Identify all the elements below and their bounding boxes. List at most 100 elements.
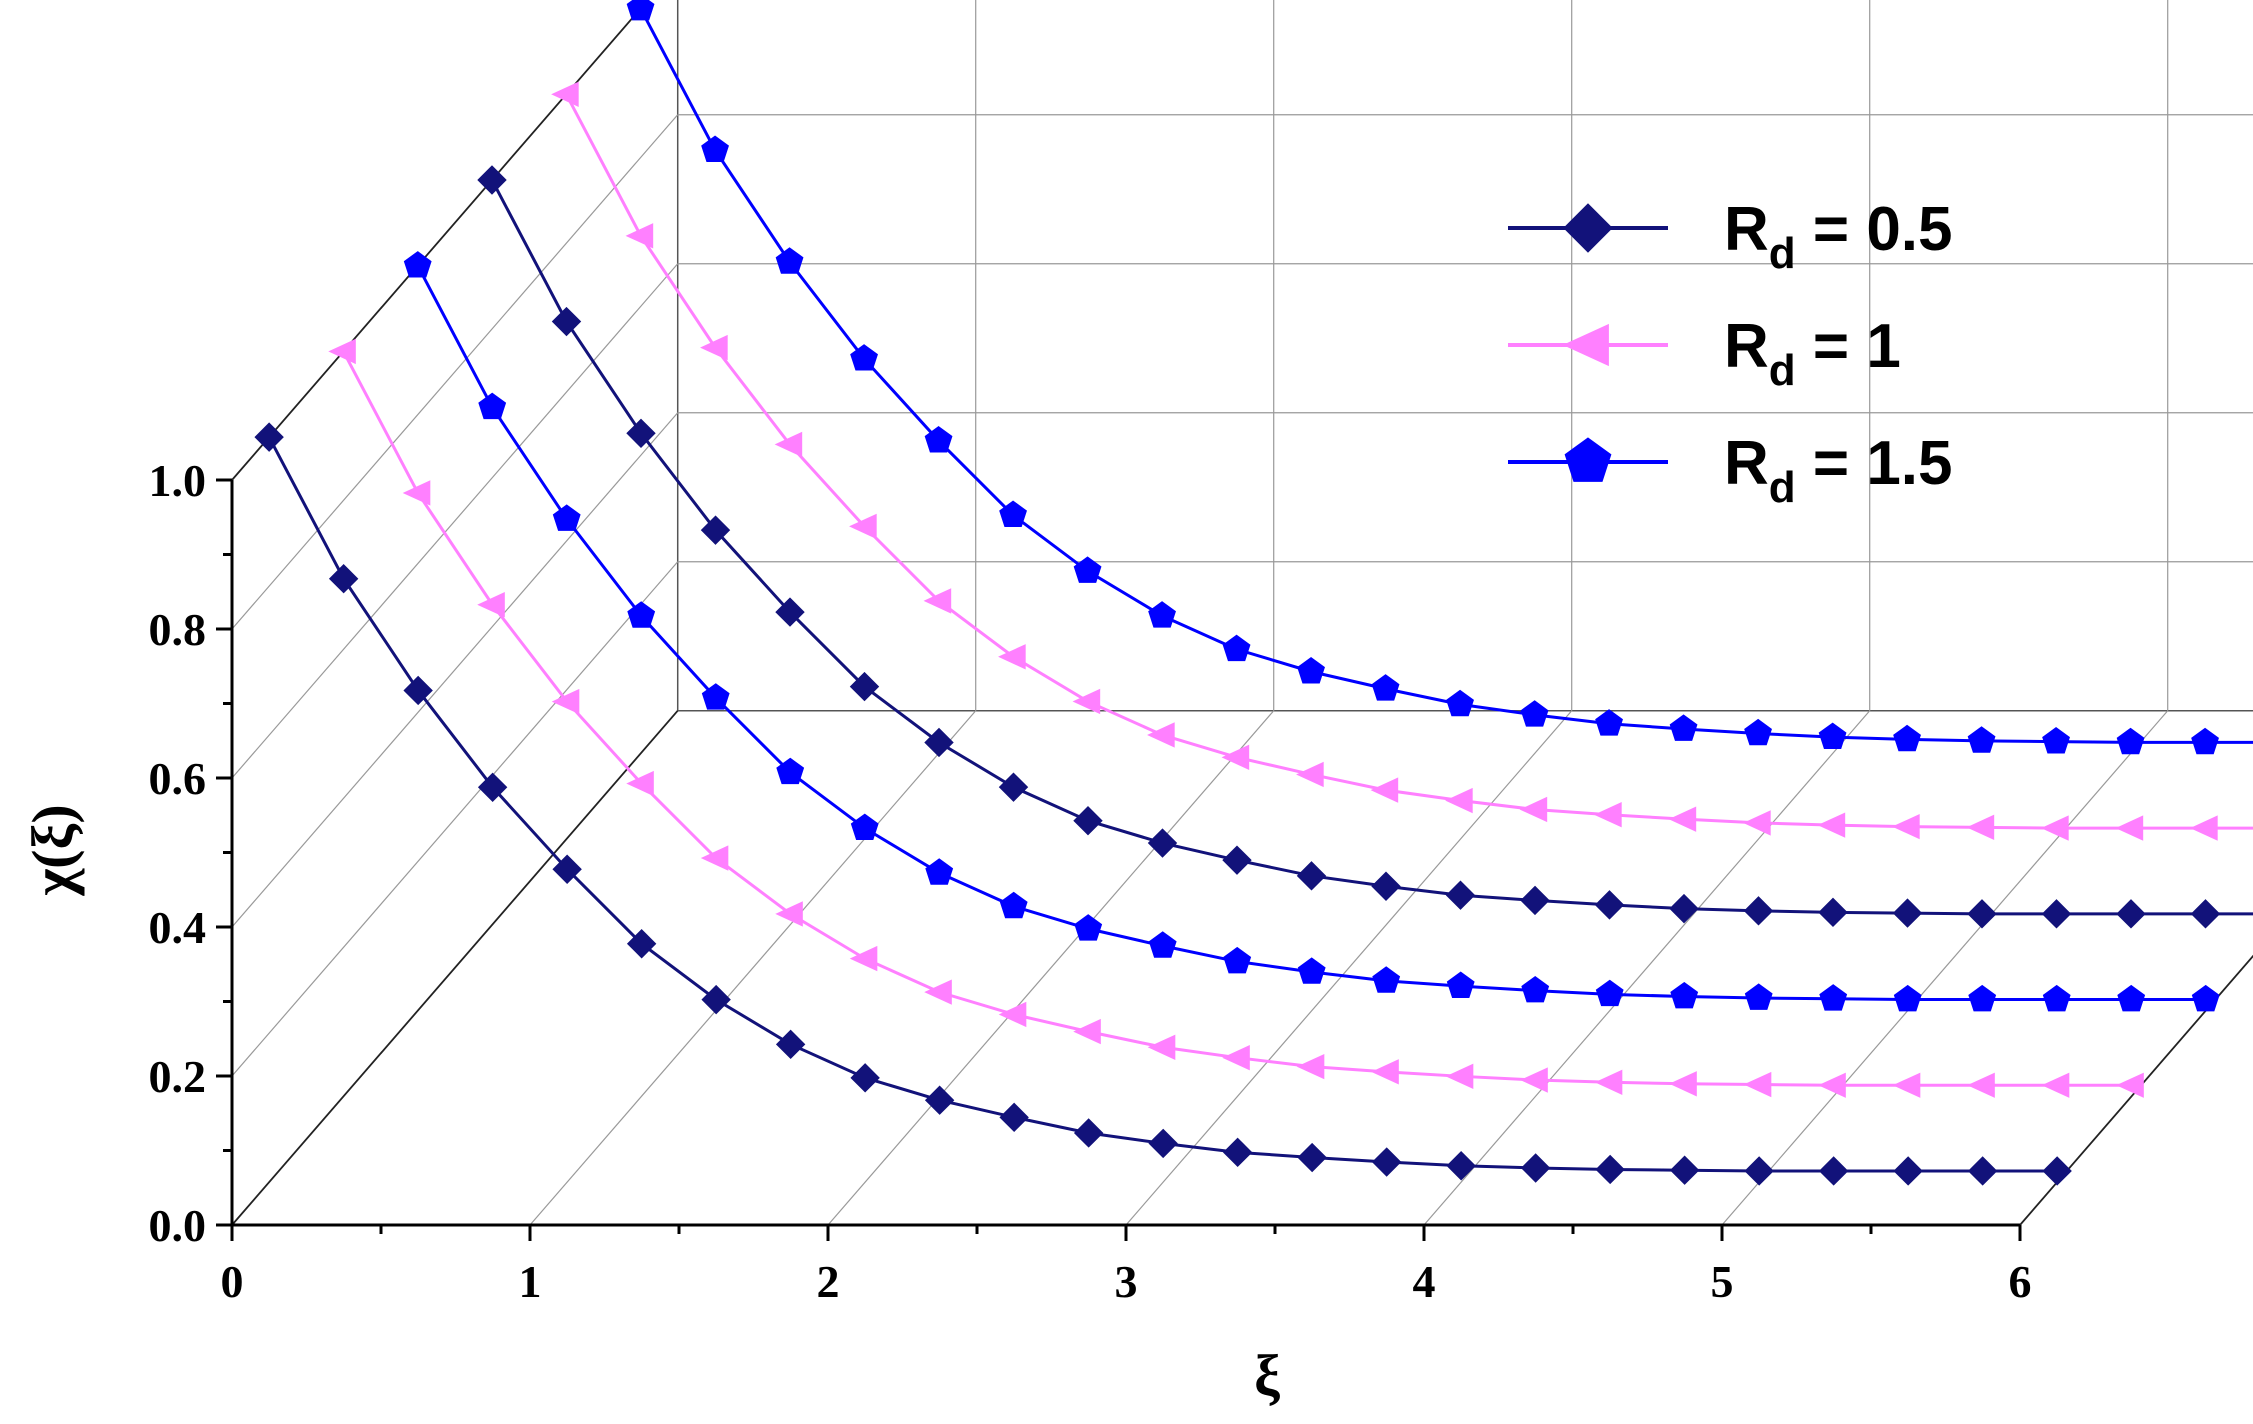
data-point xyxy=(1893,1156,1923,1186)
data-point xyxy=(1370,777,1399,803)
legend-marker xyxy=(1562,323,1609,367)
legend-item: Rd = 1.5 xyxy=(1508,429,1953,512)
data-point xyxy=(1892,898,1923,928)
data-point xyxy=(1669,1155,1700,1185)
data-point xyxy=(1967,1156,1998,1186)
data-point xyxy=(2190,899,2221,929)
data-point xyxy=(1371,1147,1402,1177)
data-point xyxy=(478,392,507,420)
gridline-floor xyxy=(529,710,977,1226)
data-point xyxy=(849,671,880,702)
data-point xyxy=(1296,1053,1325,1080)
data-point xyxy=(1297,1142,1327,1173)
data-point xyxy=(999,500,1027,527)
data-point xyxy=(2117,984,2146,1012)
data-point xyxy=(1296,861,1327,891)
data-point xyxy=(850,344,878,371)
axes: 0 1 2 3 4 5 6 0.0 0.2 0.4 0.6 0.8 1.0 xyxy=(149,455,2032,1307)
data-point xyxy=(1445,787,1473,814)
data-point xyxy=(924,1085,955,1115)
data-point xyxy=(1445,880,1476,910)
data-point xyxy=(776,757,805,785)
data-point xyxy=(775,597,805,627)
series-line xyxy=(490,179,2253,916)
legend-label: Rd = 1 xyxy=(1724,312,1901,395)
data-point xyxy=(2116,727,2145,755)
y-tick-label: 0.4 xyxy=(149,902,207,953)
y-tick-label: 0.8 xyxy=(149,604,207,655)
data-point xyxy=(1222,1137,1253,1168)
data-point xyxy=(700,515,731,545)
grid xyxy=(231,0,2253,1226)
data-point xyxy=(925,858,954,885)
data-point xyxy=(1520,700,1549,727)
data-point xyxy=(2042,1156,2072,1186)
data-point xyxy=(849,945,878,972)
data-point xyxy=(701,683,730,710)
data-point xyxy=(1371,871,1401,901)
data-point xyxy=(1819,984,1848,1011)
data-point xyxy=(1892,813,1920,840)
data-point xyxy=(1892,1072,1921,1098)
legend: Rd = 0.5 Rd = 1 Rd = 1.5 xyxy=(1508,195,1953,512)
data-point xyxy=(2041,899,2072,929)
data-point xyxy=(551,306,582,337)
data-point xyxy=(700,845,729,871)
data-point xyxy=(1595,979,1624,1007)
data-point xyxy=(1743,896,1774,926)
x-tick-label: 2 xyxy=(817,1256,840,1307)
series-line xyxy=(564,93,2253,830)
data-point xyxy=(1073,1118,1104,1148)
legend-item: Rd = 1 xyxy=(1508,312,1901,395)
data-point xyxy=(1148,601,1176,628)
data-point xyxy=(1743,810,1771,836)
data-point xyxy=(1073,1018,1101,1045)
gridline-left-wall xyxy=(231,114,679,630)
data-point xyxy=(1818,722,1847,750)
data-point xyxy=(1670,981,1699,1009)
data-point xyxy=(774,431,803,458)
data-point xyxy=(998,1001,1027,1028)
data-point xyxy=(1372,966,1401,993)
data-point xyxy=(1221,744,1250,771)
data-point xyxy=(1594,1069,1623,1095)
y-tick-label: 1.0 xyxy=(149,455,207,506)
data-point xyxy=(1744,1156,1774,1186)
data-point xyxy=(1668,806,1697,832)
legend-marker xyxy=(1563,203,1613,253)
data-point xyxy=(627,601,656,628)
data-point xyxy=(1371,674,1400,701)
data-point xyxy=(1818,897,1848,928)
data-point xyxy=(551,81,579,107)
data-point xyxy=(1893,984,1922,1012)
data-point xyxy=(1222,1045,1250,1071)
data-point xyxy=(1296,761,1324,788)
series-line xyxy=(639,7,2253,744)
data-point xyxy=(999,891,1028,919)
data-point xyxy=(923,588,952,614)
data-point xyxy=(2041,1072,2070,1098)
data-point xyxy=(1967,1072,1995,1098)
data-point xyxy=(2116,1072,2144,1098)
data-point xyxy=(924,727,954,758)
y-tick-label: 0.6 xyxy=(149,753,207,804)
series-R_d = 0.5 xyxy=(477,165,2253,929)
data-point xyxy=(1222,845,1252,875)
left-wall-top-edge xyxy=(231,0,650,481)
data-point xyxy=(626,929,657,959)
data-point xyxy=(1669,714,1698,741)
data-point xyxy=(924,979,952,1005)
data-point xyxy=(2041,815,2069,841)
data-point xyxy=(998,644,1026,670)
data-point xyxy=(1072,688,1101,715)
data-point xyxy=(1147,1034,1176,1060)
x-tick-label: 4 xyxy=(1413,1256,1436,1307)
data-point xyxy=(850,813,879,841)
data-point xyxy=(2191,984,2220,1012)
series-R_d = 1.5 xyxy=(626,0,2253,755)
data-point xyxy=(775,901,803,927)
data-point xyxy=(1817,812,1846,838)
data-point xyxy=(1595,1154,1625,1185)
data-point xyxy=(626,770,654,797)
data-point xyxy=(1521,975,1550,1003)
